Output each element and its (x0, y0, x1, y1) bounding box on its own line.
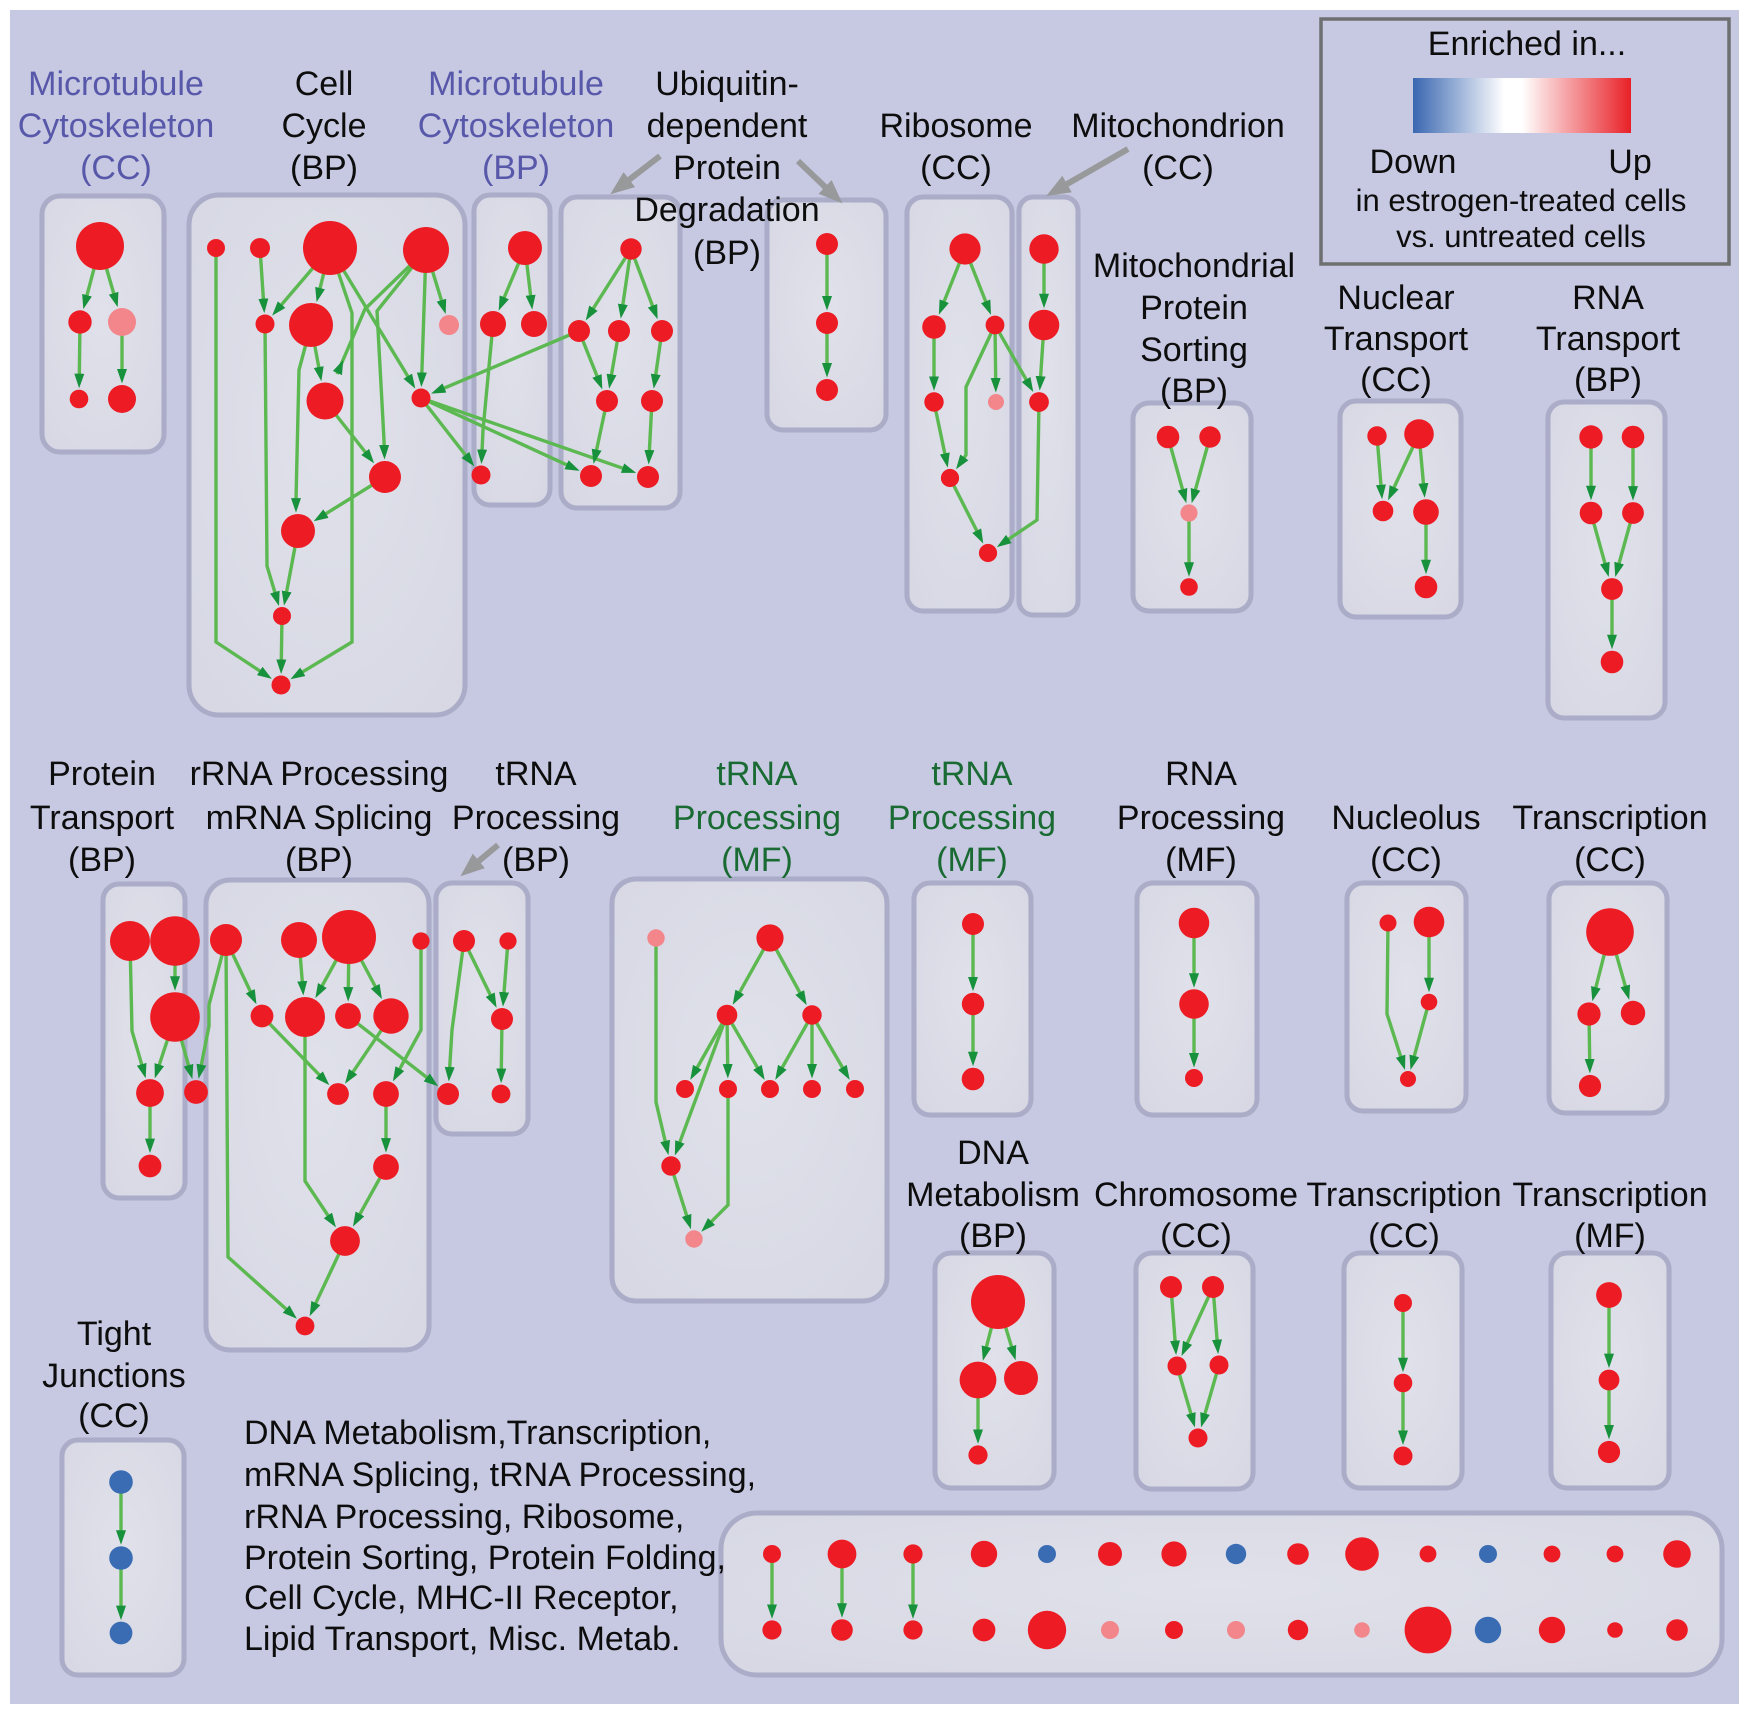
svg-text:Microtubule: Microtubule (28, 65, 204, 103)
svg-text:(MF): (MF) (721, 841, 793, 879)
svg-text:Transcription: Transcription (1512, 799, 1707, 837)
svg-text:(MF): (MF) (1165, 841, 1237, 879)
svg-text:DNA: DNA (957, 1134, 1029, 1172)
svg-text:Ribosome: Ribosome (879, 107, 1032, 145)
svg-text:Degradation: Degradation (634, 191, 819, 229)
svg-text:Transport: Transport (30, 799, 175, 837)
svg-text:tRNA: tRNA (931, 755, 1013, 793)
svg-text:Enriched in...: Enriched in... (1428, 25, 1626, 63)
svg-text:Protein: Protein (48, 755, 156, 793)
svg-text:Nuclear: Nuclear (1337, 279, 1454, 317)
svg-text:tRNA: tRNA (495, 755, 577, 793)
svg-text:(BP): (BP) (68, 841, 136, 879)
svg-text:Protein: Protein (673, 149, 781, 187)
svg-text:Transport: Transport (1324, 320, 1469, 358)
svg-text:RNA: RNA (1572, 279, 1644, 317)
svg-text:(MF): (MF) (1574, 1217, 1646, 1255)
svg-text:(BP): (BP) (1160, 372, 1228, 410)
svg-text:Junctions: Junctions (42, 1357, 186, 1395)
svg-text:Protein: Protein (1140, 289, 1248, 327)
svg-text:Cycle: Cycle (281, 107, 366, 145)
svg-text:Metabolism: Metabolism (906, 1176, 1080, 1214)
svg-text:(BP): (BP) (290, 149, 358, 187)
svg-text:mRNA Splicing: mRNA Splicing (206, 799, 433, 837)
svg-text:Transport: Transport (1536, 320, 1681, 358)
svg-text:Lipid Transport, Misc. Metab.: Lipid Transport, Misc. Metab. (244, 1620, 681, 1658)
svg-text:(CC): (CC) (80, 149, 152, 187)
svg-text:Transcription: Transcription (1512, 1176, 1707, 1214)
svg-text:RNA: RNA (1165, 755, 1237, 793)
svg-text:(BP): (BP) (482, 149, 550, 187)
svg-text:(MF): (MF) (936, 841, 1008, 879)
svg-text:Sorting: Sorting (1140, 331, 1248, 369)
svg-text:Microtubule: Microtubule (428, 65, 604, 103)
svg-text:Chromosome: Chromosome (1094, 1176, 1298, 1214)
svg-text:Up: Up (1608, 143, 1651, 181)
svg-text:Cell Cycle, MHC-II Receptor,: Cell Cycle, MHC-II Receptor, (244, 1579, 679, 1617)
svg-text:(CC): (CC) (1368, 1217, 1440, 1255)
svg-text:DNA Metabolism,Transcription,: DNA Metabolism,Transcription, (244, 1414, 711, 1452)
svg-text:(BP): (BP) (959, 1217, 1027, 1255)
svg-text:Mitochondrial: Mitochondrial (1093, 247, 1295, 285)
svg-text:(CC): (CC) (78, 1397, 150, 1435)
svg-text:in estrogen-treated cells: in estrogen-treated cells (1356, 183, 1687, 218)
svg-text:Processing: Processing (673, 799, 841, 837)
svg-text:(BP): (BP) (693, 234, 761, 272)
svg-text:Down: Down (1370, 143, 1457, 181)
svg-text:Cytoskeleton: Cytoskeleton (18, 107, 215, 145)
svg-text:(CC): (CC) (920, 149, 992, 187)
svg-text:Mitochondrion: Mitochondrion (1071, 107, 1285, 145)
svg-text:Cytoskeleton: Cytoskeleton (418, 107, 615, 145)
svg-text:rRNA Processing, Ribosome,: rRNA Processing, Ribosome, (244, 1498, 684, 1536)
svg-text:tRNA: tRNA (716, 755, 798, 793)
svg-text:(CC): (CC) (1360, 361, 1432, 399)
svg-text:Processing: Processing (888, 799, 1056, 837)
svg-text:Transcription: Transcription (1306, 1176, 1501, 1214)
svg-text:(CC): (CC) (1370, 841, 1442, 879)
svg-text:Cell: Cell (295, 65, 354, 103)
svg-text:(CC): (CC) (1574, 841, 1646, 879)
svg-text:(BP): (BP) (285, 841, 353, 879)
svg-text:Ubiquitin-: Ubiquitin- (655, 65, 799, 103)
svg-text:dependent: dependent (647, 107, 808, 145)
svg-text:Protein Sorting, Protein Foldi: Protein Sorting, Protein Folding, (244, 1539, 726, 1577)
svg-text:Processing: Processing (452, 799, 620, 837)
svg-text:(BP): (BP) (502, 841, 570, 879)
svg-text:mRNA Splicing, tRNA Processing: mRNA Splicing, tRNA Processing, (244, 1456, 756, 1494)
svg-text:(CC): (CC) (1142, 149, 1214, 187)
svg-text:vs. untreated cells: vs. untreated cells (1396, 219, 1646, 254)
svg-text:(BP): (BP) (1574, 361, 1642, 399)
svg-text:(CC): (CC) (1160, 1217, 1232, 1255)
svg-text:Nucleolus: Nucleolus (1331, 799, 1480, 837)
svg-text:Processing: Processing (1117, 799, 1285, 837)
svg-text:rRNA Processing: rRNA Processing (190, 755, 449, 793)
svg-text:Tight: Tight (77, 1315, 152, 1353)
